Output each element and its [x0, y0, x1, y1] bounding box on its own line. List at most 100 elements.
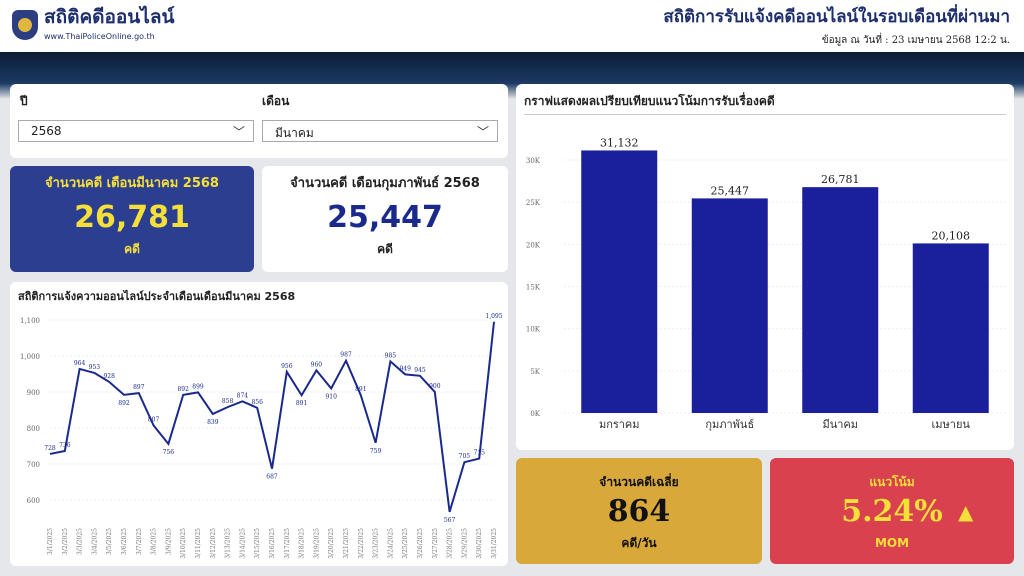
point-data-label: 945 — [414, 367, 426, 374]
page-title: สถิติการรับแจ้งคดีออนไลน์ในรอบเดือนที่ผ่… — [663, 7, 1010, 27]
x-tick-label: 3/13/2025 — [225, 528, 232, 559]
y-tick-label: 0K — [530, 410, 540, 418]
bar-data-label: 26,781 — [821, 173, 860, 186]
x-tick-label: มกราคม — [599, 418, 640, 431]
x-tick-label: 3/30/2025 — [476, 528, 483, 559]
filter-card: ปี 2568 ﹀ เดือน มีนาคม ﹀ — [10, 84, 508, 158]
x-tick-label: 3/14/2025 — [239, 528, 246, 559]
bar-data-label: 25,447 — [711, 184, 750, 197]
x-tick-label: 3/15/2025 — [254, 528, 261, 559]
header: สถิติคดีออนไลน์ www.ThaiPoliceOnline.go.… — [0, 0, 1024, 52]
point-data-label: 728 — [44, 445, 56, 452]
kpi-previous-unit: คดี — [377, 242, 393, 256]
y-tick-label: 10K — [526, 326, 541, 334]
line-chart-title: สถิติการแจ้งความออนไลน์ประจำเดือนเดือนมี… — [18, 290, 296, 303]
kpi-trend-value: 5.24% — [841, 494, 943, 529]
x-tick-label: 3/5/2025 — [106, 528, 113, 555]
point-data-label: 874 — [237, 392, 249, 399]
kpi-previous-card: จำนวนคดี เดือนกุมภาพันธ์ 2568 25,447 คดี — [262, 166, 508, 272]
point-data-label: 567 — [444, 517, 456, 524]
y-tick-label: 20K — [526, 241, 541, 249]
x-tick-label: 3/11/2025 — [195, 528, 202, 559]
point-data-label: 891 — [355, 386, 366, 393]
daily-line-chart-card: สถิติการแจ้งความออนไลน์ประจำเดือนเดือนมี… — [10, 282, 508, 566]
bar-chart-card: กราฟแสดงผลเปรียบเทียบแนวโน้มการรับเรื่อง… — [516, 84, 1014, 450]
kpi-trend-unit: MOM — [874, 536, 910, 550]
x-tick-label: 3/26/2025 — [417, 528, 424, 559]
point-data-label: 964 — [74, 360, 86, 367]
point-data-label: 897 — [133, 384, 145, 391]
chevron-down-icon: ﹀ — [476, 125, 489, 139]
kpi-current-unit: คดี — [124, 242, 140, 256]
year-label: ปี — [20, 94, 28, 108]
x-tick-label: 3/29/2025 — [461, 528, 468, 559]
point-data-label: 807 — [148, 416, 160, 423]
x-tick-label: 3/8/2025 — [151, 528, 158, 555]
point-data-label: 736 — [59, 442, 71, 449]
y-tick-label: 30K — [526, 157, 541, 165]
point-data-label: 856 — [251, 399, 263, 406]
data-date: ข้อมูล ณ วันที่ : 23 เมษายน 2568 12:2 น. — [821, 35, 1010, 46]
x-tick-label: 3/22/2025 — [358, 528, 365, 559]
point-data-label: 756 — [163, 449, 175, 456]
kpi-current-card: จำนวนคดี เดือนมีนาคม 2568 26,781 คดี — [10, 166, 254, 272]
x-tick-label: 3/10/2025 — [180, 528, 187, 559]
point-data-label: 892 — [177, 386, 189, 393]
line-chart: 600 700 800 900 1,000 1,100 728 3/1/2025 736 3/2/… — [20, 313, 503, 559]
x-tick-label: 3/20/2025 — [328, 528, 335, 559]
y-tick-label: 1,100 — [20, 317, 40, 325]
point-data-label: 891 — [296, 400, 307, 407]
x-tick-label: มีนาคม — [822, 418, 858, 431]
y-tick-label: 5K — [530, 368, 540, 376]
x-tick-label: 3/17/2025 — [284, 528, 291, 559]
kpi-current-title: จำนวนคดี เดือนมีนาคม 2568 — [45, 176, 219, 191]
kpi-avg-value: 864 — [607, 494, 671, 529]
point-data-label: 960 — [311, 361, 323, 368]
y-tick-label: 700 — [27, 461, 40, 469]
x-tick-label: 3/27/2025 — [432, 528, 439, 559]
bar-กุมภาพันธ์ — [691, 198, 768, 413]
year-select[interactable]: 2568 ﹀ — [18, 120, 254, 142]
police-logo-icon — [12, 10, 38, 40]
point-data-label: 987 — [340, 352, 352, 359]
point-data-label: 715 — [473, 450, 485, 457]
point-data-label: 705 — [459, 453, 471, 460]
point-data-label: 900 — [429, 383, 441, 390]
point-data-label: 1,095 — [485, 313, 502, 320]
bar-เมษายน — [912, 243, 989, 413]
x-tick-label: 3/7/2025 — [136, 528, 143, 555]
kpi-avg-card: จำนวนคดีเฉลี่ย 864 คดี/วัน — [516, 458, 762, 564]
chevron-down-icon: ﹀ — [232, 125, 245, 139]
point-data-label: 892 — [118, 400, 130, 407]
kpi-avg-unit: คดี/วัน — [621, 536, 657, 550]
x-tick-label: 3/25/2025 — [402, 528, 409, 559]
month-value: มีนาคม — [275, 126, 314, 140]
point-data-label: 759 — [370, 448, 382, 455]
brand-name: สถิติคดีออนไลน์ — [44, 6, 175, 28]
daily-series-line — [49, 321, 495, 513]
point-data-label: 985 — [385, 352, 397, 359]
kpi-trend-card: แนวโน้ม 5.24% ▲ MOM — [770, 458, 1014, 564]
y-tick-label: 800 — [27, 425, 40, 433]
x-tick-label: กุมภาพันธ์ — [705, 418, 754, 431]
x-tick-label: 3/9/2025 — [165, 528, 172, 555]
brand-url[interactable]: www.ThaiPoliceOnline.go.th — [44, 32, 155, 41]
point-data-label: 839 — [207, 419, 219, 426]
x-tick-label: 3/31/2025 — [491, 528, 498, 559]
kpi-previous-title: จำนวนคดี เดือนกุมภาพันธ์ 2568 — [290, 176, 480, 191]
divider — [524, 114, 1006, 115]
x-tick-label: 3/16/2025 — [269, 528, 276, 559]
month-select[interactable]: มีนาคม ﹀ — [262, 120, 498, 142]
point-data-label: 899 — [192, 383, 204, 390]
year-value: 2568 — [31, 124, 62, 138]
trend-up-arrow-icon: ▲ — [958, 500, 974, 524]
kpi-previous-value: 25,447 — [327, 200, 443, 235]
point-data-label: 956 — [281, 363, 293, 370]
month-label: เดือน — [262, 94, 290, 108]
x-tick-label: 3/1/2025 — [47, 528, 54, 555]
y-tick-label: 1,000 — [20, 353, 40, 361]
bar-มีนาคม — [802, 187, 879, 413]
point-data-label: 949 — [399, 365, 411, 372]
x-tick-label: 3/28/2025 — [447, 528, 454, 559]
point-data-label: 687 — [266, 474, 278, 481]
